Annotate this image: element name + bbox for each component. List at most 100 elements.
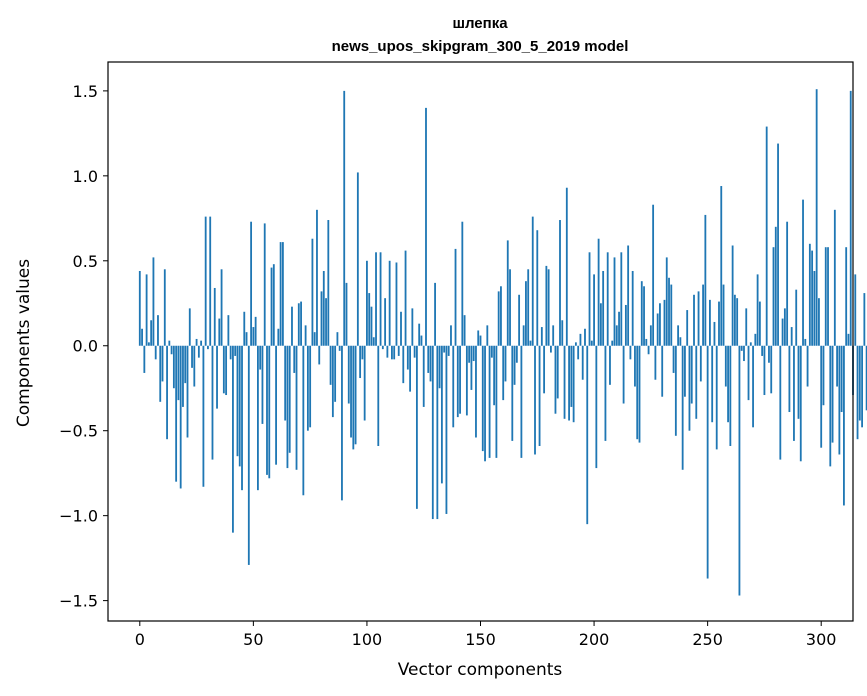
bar (545, 265, 548, 346)
bar (300, 301, 302, 346)
bar (229, 345, 232, 360)
bar (506, 240, 509, 346)
bar (379, 252, 382, 346)
bar (245, 332, 248, 346)
bar (861, 345, 863, 428)
bar (279, 242, 282, 346)
bar (531, 216, 534, 346)
bar (320, 291, 323, 346)
bar (838, 345, 841, 455)
bar (599, 303, 602, 346)
bar (679, 337, 682, 346)
x-tick-label: 250 (692, 630, 723, 649)
bar (479, 335, 482, 346)
bar (840, 345, 843, 413)
bar (659, 303, 661, 346)
bar (145, 274, 148, 346)
bar (295, 345, 298, 470)
bar (854, 274, 857, 346)
bar (200, 340, 203, 346)
bar (756, 274, 759, 346)
bar (781, 318, 784, 346)
bar (586, 345, 589, 525)
bar (581, 345, 584, 380)
bar (543, 345, 546, 394)
bar (207, 345, 209, 350)
bar (577, 345, 580, 360)
bar (550, 345, 552, 353)
bar (413, 345, 416, 358)
bar (786, 221, 789, 346)
bar (536, 230, 539, 346)
bar (863, 293, 866, 346)
bar (143, 345, 146, 373)
bar (856, 345, 859, 440)
bar (477, 330, 480, 346)
bar (418, 323, 421, 346)
bar (500, 286, 502, 346)
bar (440, 345, 443, 484)
bar (574, 342, 577, 346)
bar (715, 345, 718, 450)
bar (395, 262, 398, 346)
plot-frame (107, 61, 854, 622)
x-tick-label: 50 (243, 630, 263, 649)
bar (272, 264, 275, 346)
bar (509, 269, 511, 346)
bar (154, 345, 157, 360)
bar (595, 345, 598, 469)
bar (327, 220, 330, 346)
bar (141, 328, 143, 346)
bar (177, 345, 180, 401)
bar (727, 345, 729, 423)
bar (743, 345, 745, 362)
bar (384, 298, 387, 346)
bar (313, 332, 316, 346)
bar (640, 281, 643, 346)
bar (731, 245, 734, 346)
bar (829, 345, 832, 467)
bar (420, 335, 423, 346)
bar (350, 345, 352, 438)
bar (481, 345, 484, 452)
bar (163, 269, 166, 346)
bar (495, 345, 498, 458)
bar (277, 328, 280, 346)
bar (306, 345, 309, 431)
x-tick-label: 150 (465, 630, 496, 649)
bar (797, 345, 800, 419)
bar (443, 345, 446, 353)
bar (740, 345, 743, 351)
bar (724, 345, 727, 387)
bar (406, 345, 409, 370)
bar (515, 345, 518, 363)
bar (620, 252, 623, 346)
bar (522, 325, 525, 346)
bar (615, 325, 618, 346)
bar (159, 345, 162, 402)
bar (588, 252, 591, 346)
bar (518, 294, 521, 346)
bar (525, 281, 527, 346)
bar (241, 345, 243, 491)
bar (388, 260, 391, 346)
bar (493, 345, 496, 406)
bar (504, 345, 507, 382)
bar (624, 304, 627, 346)
bar (150, 320, 153, 346)
bar (302, 345, 305, 496)
bars-group (138, 89, 867, 596)
bar (688, 345, 691, 431)
bar (475, 345, 477, 438)
bar (529, 340, 532, 346)
bar (456, 345, 459, 418)
x-axis-ticks: 0 50 100 150 200 250 300 (135, 621, 836, 649)
bar (593, 274, 595, 346)
bar (670, 284, 673, 346)
bar (606, 252, 609, 346)
bar (195, 338, 198, 346)
bar (799, 345, 802, 462)
bar (565, 187, 568, 346)
bar (534, 345, 536, 455)
bar (704, 214, 707, 346)
